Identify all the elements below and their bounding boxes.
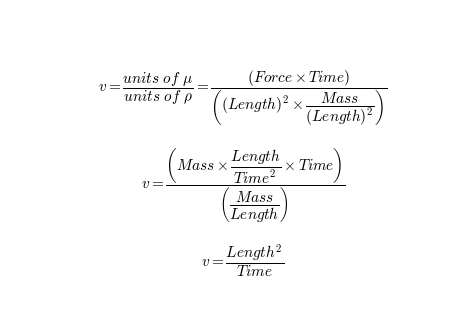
Text: $v = \dfrac{\mathit{Length}^2}{\mathit{Time}}$: $v = \dfrac{\mathit{Length}^2}{\mathit{T…: [201, 242, 284, 279]
Text: $v = \dfrac{\left(\mathit{Mass} \times \dfrac{\mathit{Length}}{\mathit{Time}^2} : $v = \dfrac{\left(\mathit{Mass} \times \…: [141, 146, 345, 225]
Text: $v = \dfrac{\mathit{units\ of\ }\mu}{\mathit{units\ of\ }\rho} = \dfrac{(\mathit: $v = \dfrac{\mathit{units\ of\ }\mu}{\ma…: [98, 68, 388, 128]
